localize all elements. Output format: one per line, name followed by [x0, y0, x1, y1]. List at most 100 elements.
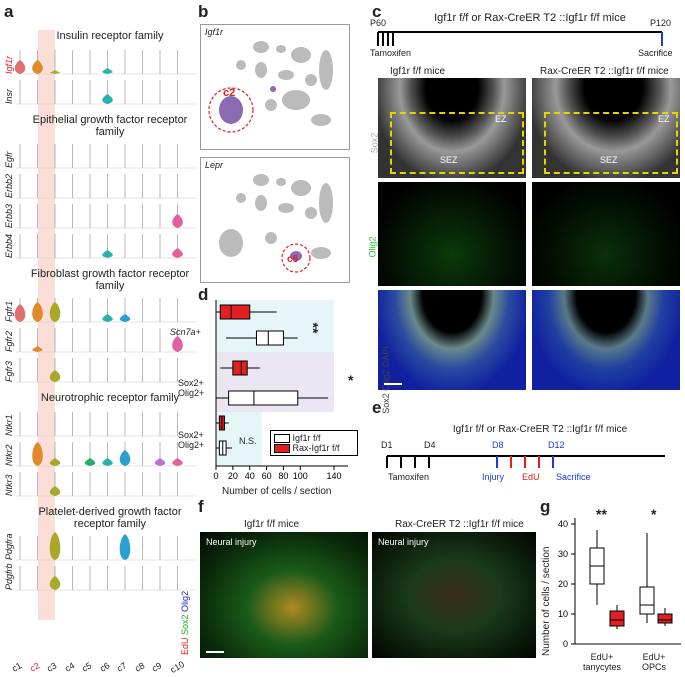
label-edu: EdU [522, 472, 540, 482]
gene-label-erbb4: Erbb4 [4, 233, 14, 258]
violin-Erbb4-c10 [172, 248, 183, 258]
family-title-0: Insulin receptor family [56, 30, 164, 42]
panel-label-c: c [372, 2, 382, 21]
d-tick-label: 40 [245, 471, 255, 481]
violin-Ntkr2-c6 [102, 458, 113, 466]
violin-Erbb4-c6 [102, 250, 113, 258]
day-d8: D8 [492, 440, 504, 450]
gene-label-pdgfra: Pdgfra [4, 533, 14, 560]
d-tick-label: 80 [278, 471, 288, 481]
umap-cluster-c2: c2 [223, 87, 236, 99]
violin-Ntkr2-c5 [84, 458, 96, 466]
region-sez-ko: SEZ [600, 155, 618, 165]
panel-g-boxplot: 0 10 20 30 40 [558, 518, 681, 649]
panel-f-col-header-2: Rax-CreER T2 ::Igf1r f/f mice [395, 519, 524, 530]
panel-f-inset-2: Neural injury [378, 537, 429, 547]
gene-label-ntkr1: Ntkr1 [4, 414, 14, 436]
day-d12: D12 [548, 440, 565, 450]
legend-ko: Rax-Igf1r f/f [274, 443, 354, 454]
panel-g-cat-2: EdU+ OPCs [641, 652, 666, 672]
box-ko-0 [219, 304, 251, 320]
panel-d-sig-2: * [348, 372, 354, 388]
gene-label-fgfr2: Fgfr2 [4, 330, 14, 352]
panel-g-sig-2: * [651, 506, 657, 522]
panel-label-a: a [4, 2, 14, 21]
day-d1: D1 [381, 440, 393, 450]
violin-Ntkr3-c3 [49, 486, 61, 496]
d-tick-label: 140 [326, 471, 341, 481]
gene-label-erbb3: Erbb3 [4, 203, 14, 228]
violin-Insr-c6 [102, 94, 113, 104]
family-title-4: Platelet-derived growth factor receptor … [38, 506, 182, 530]
panel-label-e: e [372, 398, 382, 417]
panel-d-sig-1: ** [305, 322, 322, 334]
d-tick-label: 20 [228, 471, 238, 481]
panel-e-timeline [386, 455, 665, 468]
panel-d-legend: Igf1r f/f Rax-Igf1r f/f [270, 430, 358, 457]
row-label-merge: Sox2 Olig2 DAPI [380, 346, 391, 414]
micrograph-olig2-control [378, 182, 526, 286]
umap-gene-igf1r: Igf1r [205, 27, 224, 37]
panel-d-boxplot: 0 20 40 60 80 100 140 [213, 300, 348, 481]
gene-label-egfr: Egfr [4, 151, 14, 168]
panel-c-timeline [377, 31, 663, 46]
panel-label-f: f [198, 497, 204, 516]
box-control-0 [255, 330, 284, 346]
g-box-0-1 [639, 586, 655, 615]
g-box-1-0 [609, 610, 625, 627]
panel-d-xlabel: Number of cells / section [222, 486, 332, 497]
label-tamoxifen: Tamoxifen [388, 472, 430, 482]
d-tick-label: 100 [293, 471, 308, 481]
scale-bar-f [206, 651, 224, 653]
micrograph-sox2-control [378, 78, 526, 178]
violin-Ntkr2-c3 [49, 458, 61, 466]
gene-label-ntkr3: Ntkr3 [4, 474, 14, 496]
violin-Ntkr2-c2 [32, 442, 43, 466]
scale-bar-c [384, 383, 402, 385]
ez-box-control [390, 112, 524, 174]
side-sox2: Sox2 [180, 614, 190, 635]
timeline-tamoxifen: Tamoxifen [370, 48, 412, 58]
g-tick-label: 20 [558, 579, 568, 589]
panel-e-title: Igf1r f/f or Rax-CreER T2 ::Igf1r f/f mi… [452, 424, 628, 435]
box-control-1 [228, 390, 299, 406]
violin-Ntkr2-c7 [119, 450, 131, 466]
micrograph-merge-ko [532, 290, 680, 390]
umap-lepr: Lepr c6 [200, 157, 350, 283]
panel-f-inset-1: Neural injury [206, 537, 257, 547]
violin-Pdgfra-c3 [49, 532, 61, 560]
panel-g-ylabel: Number of cells / section [541, 546, 552, 657]
row-label-olig2: Olig2 [367, 236, 378, 258]
box-ko-1 [232, 360, 248, 376]
panel-a-violin-plots [14, 30, 196, 620]
timeline-end: P120 [650, 18, 672, 28]
panel-label-g: g [540, 497, 551, 516]
g-tick-label: 10 [558, 609, 568, 619]
violin-Fgfr1-c7 [119, 314, 131, 322]
day-d4: D4 [424, 440, 436, 450]
d-tick-label: 0 [213, 471, 218, 481]
micrograph-sox2-ko [532, 78, 680, 178]
violin-Igf1r-c2 [32, 60, 43, 74]
g-box-1-1 [657, 613, 673, 624]
panel-label-b: b [198, 2, 209, 21]
region-ez: EZ [495, 114, 507, 124]
family-title-3: Neurotrophic receptor family [40, 392, 180, 404]
micrograph-f-control [200, 532, 368, 658]
gene-label-pdgfrb: Pdgfrb [4, 563, 14, 590]
gene-label-fgfr3: Fgfr3 [4, 360, 14, 382]
side-olig2: Olig2 [180, 590, 190, 612]
g-tick-label: 40 [558, 519, 568, 529]
micrograph-merge-control [378, 290, 526, 390]
timeline-start: P60 [370, 18, 387, 28]
micrograph-olig2-ko [532, 182, 680, 286]
gene-label-erbb2: Erbb2 [4, 173, 14, 198]
violin-Ntkr2-c10 [172, 458, 183, 466]
g-tick-label: 30 [558, 549, 568, 559]
region-sez: SEZ [440, 155, 458, 165]
violin-Pdgfra-c7 [119, 534, 131, 560]
panel-f-side-label: EdU Sox2 Olig2 [180, 591, 190, 655]
panel-g-sig-1: ** [596, 506, 607, 522]
gene-label-insr: Insr [4, 88, 14, 104]
violin-Fgfr2-c2 [32, 346, 43, 352]
